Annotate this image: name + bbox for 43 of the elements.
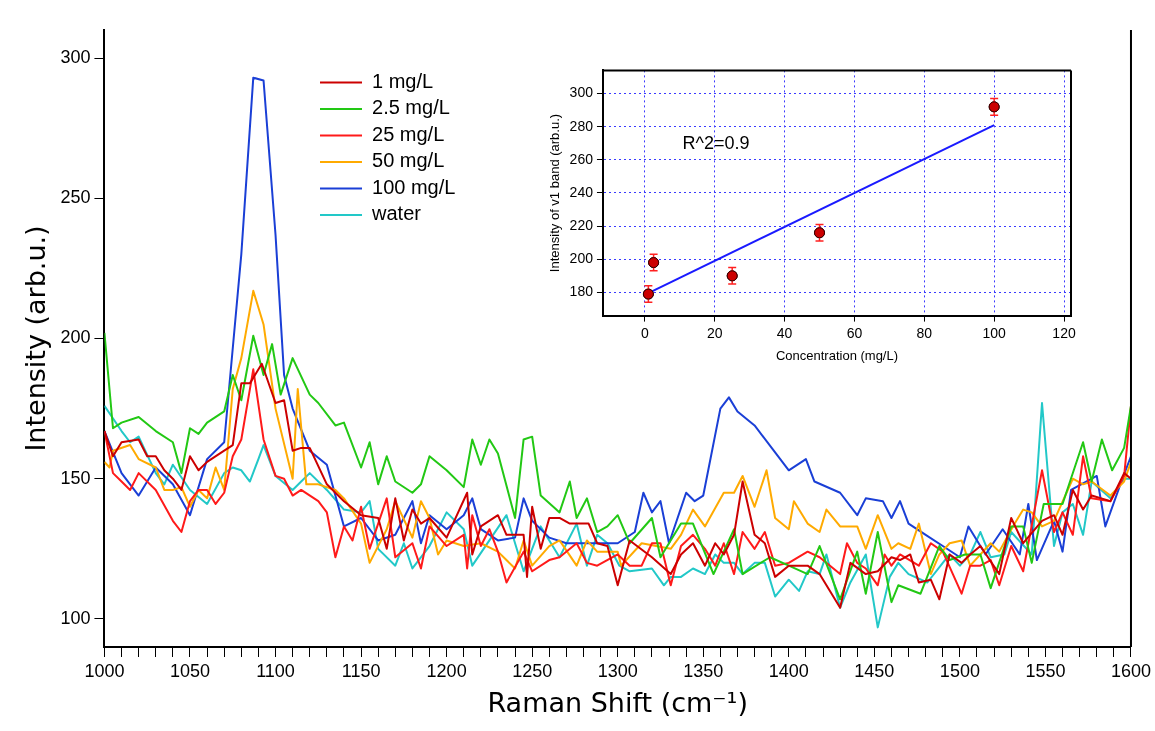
x-tick-label: 1400 [768, 660, 809, 681]
x-tick-label: 1500 [939, 660, 980, 681]
legend-label: water [371, 202, 422, 225]
x-tick-label: 100 [982, 324, 1007, 341]
x-tick-label: 1450 [854, 660, 895, 681]
x-tick-label: 1150 [341, 660, 381, 681]
y-tick-label: 300 [60, 47, 91, 68]
legend-label: 1 mg/L [372, 69, 434, 92]
y-tick-label: 240 [569, 183, 594, 200]
x-tick-label: 1350 [683, 660, 724, 681]
x-tick-label: 1100 [256, 660, 295, 681]
x-axis-title: Raman Shift (cm⁻¹) [487, 686, 748, 718]
y-tick-label: 200 [60, 327, 91, 348]
y-tick-label: 300 [569, 84, 594, 101]
y-tick-label: 280 [569, 117, 594, 134]
x-tick-label: 1000 [84, 660, 125, 681]
legend-label: 25 mg/L [372, 122, 445, 145]
x-tick-label: 1250 [512, 660, 553, 681]
legend-label: 100 mg/L [372, 175, 456, 198]
y-axis-title: Intensity (arb.u.) [20, 225, 52, 452]
y-tick-label: 220 [569, 216, 594, 233]
y-tick-label: 100 [60, 607, 91, 628]
x-tick-label: 1050 [169, 660, 210, 681]
x-tick-label: 0 [640, 324, 649, 341]
x-tick-label: 1200 [426, 660, 467, 681]
x-tick-label: 1550 [1025, 660, 1066, 681]
y-tick-label: 250 [60, 187, 91, 208]
x-tick-label: 80 [916, 324, 933, 341]
y-tick-label: 200 [569, 250, 594, 267]
x-axis-title: Concentration (mg/L) [775, 347, 899, 363]
y-tick-label: 180 [569, 283, 594, 300]
x-tick-label: 40 [776, 324, 793, 341]
y-axis-title: Intensity of v1 band (arb.u.) [547, 113, 563, 273]
legend-label: 50 mg/L [372, 149, 445, 172]
x-tick-label: 1300 [597, 660, 638, 681]
x-tick-label: 1600 [1110, 660, 1151, 681]
y-tick-label: 260 [569, 150, 594, 167]
annotation: R^2=0.9 [682, 132, 750, 153]
y-tick-label: 150 [60, 467, 91, 488]
x-tick-label: 120 [1052, 324, 1076, 341]
x-tick-label: 60 [846, 324, 863, 341]
legend-label: 2.5 mg/L [372, 96, 450, 119]
x-tick-label: 20 [706, 324, 723, 341]
